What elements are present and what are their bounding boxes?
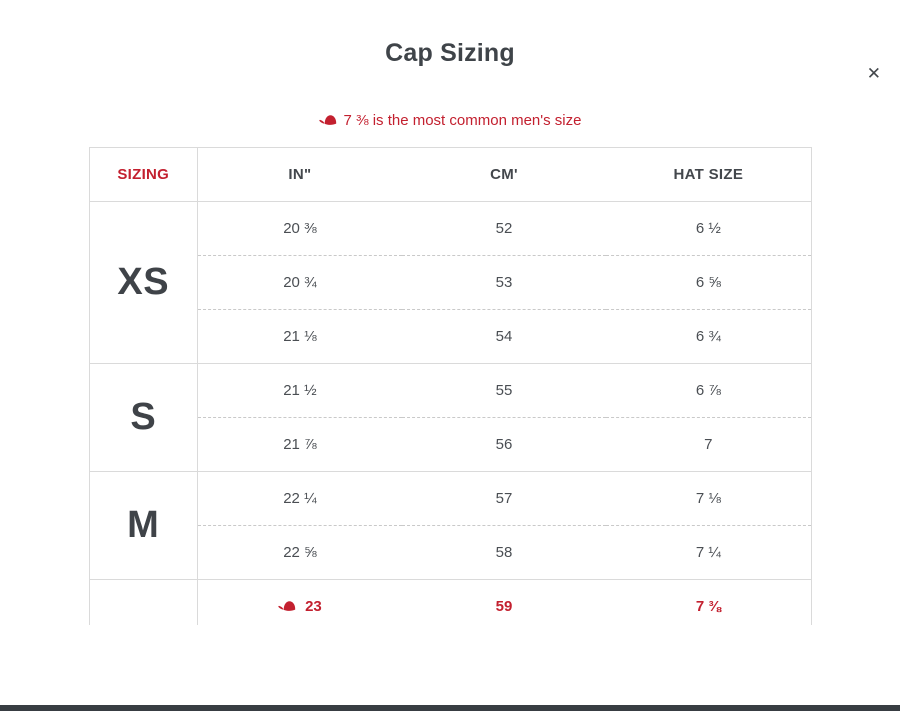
header-row: SIZING IN" CM' HAT SIZE (89, 148, 811, 202)
in-value: 21 ½ (197, 362, 402, 417)
hat-size-value: 7 ¼ (606, 524, 811, 579)
hat-size-value: 7 (606, 416, 811, 471)
footer-bar (0, 705, 900, 711)
header-cm: CM' (401, 148, 607, 202)
cm-value: 52 (401, 200, 607, 255)
table-row: 21 ⅞ 56 7 (90, 416, 811, 471)
size-group-label: XS (89, 200, 198, 363)
cm-value: 54 (401, 308, 607, 363)
table-row: 21 ⅛ 54 6 ¾ (90, 308, 811, 363)
header-inches: IN" (197, 148, 402, 202)
note-text: 7 ⅜ is the most common men's size (343, 112, 582, 129)
header-sizing: SIZING (89, 148, 198, 202)
table-row: 20 ¾ 53 6 ⅝ (90, 254, 811, 309)
hat-size-value: 6 ¾ (606, 308, 811, 363)
cm-value: 55 (401, 362, 607, 417)
cm-value: 56 (401, 416, 607, 471)
hat-size-value: 7 ⅛ (606, 470, 811, 525)
common-size-note: 7 ⅜ is the most common men's size (0, 110, 900, 131)
table-row: 22 ⅝ 58 7 ¼ (90, 524, 811, 579)
cm-value: 57 (401, 470, 607, 525)
in-value: 22 ⅝ (197, 524, 402, 579)
in-value: 23 (197, 578, 402, 625)
table-row: 23 59 7 ⅜ (89, 578, 811, 625)
cap-icon (278, 598, 305, 615)
size-group-label (89, 578, 198, 625)
in-value: 20 ⅜ (197, 200, 402, 255)
table-row: M 22 ¼ 57 7 ⅛ (89, 470, 811, 579)
size-group-label: S (89, 362, 198, 471)
cm-value: 58 (401, 524, 607, 579)
header-hat-size: HAT SIZE (606, 148, 811, 202)
in-value: 22 ¼ (197, 470, 402, 525)
hat-size-value: 6 ⅝ (606, 254, 811, 309)
close-icon[interactable]: ✕ (863, 61, 885, 86)
in-value: 21 ⅛ (197, 308, 402, 363)
hat-size-value: 6 ⅞ (606, 362, 811, 417)
cap-icon (318, 112, 344, 129)
size-group-label: M (89, 470, 198, 579)
hat-size-value: 7 ⅜ (606, 578, 811, 625)
cm-value: 53 (401, 254, 607, 309)
cap-sizing-modal: ✕ Cap Sizing 7 ⅜ is the most common men'… (0, 39, 900, 711)
in-value: 20 ¾ (197, 254, 402, 309)
in-value: 21 ⅞ (197, 416, 402, 471)
table-row: S 21 ½ 55 6 ⅞ (89, 362, 811, 471)
hat-size-value: 6 ½ (606, 200, 811, 255)
table-row: XS 20 ⅜ 52 6 ½ (89, 200, 811, 363)
modal-title: Cap Sizing (385, 39, 515, 67)
cm-value: 59 (401, 578, 607, 625)
